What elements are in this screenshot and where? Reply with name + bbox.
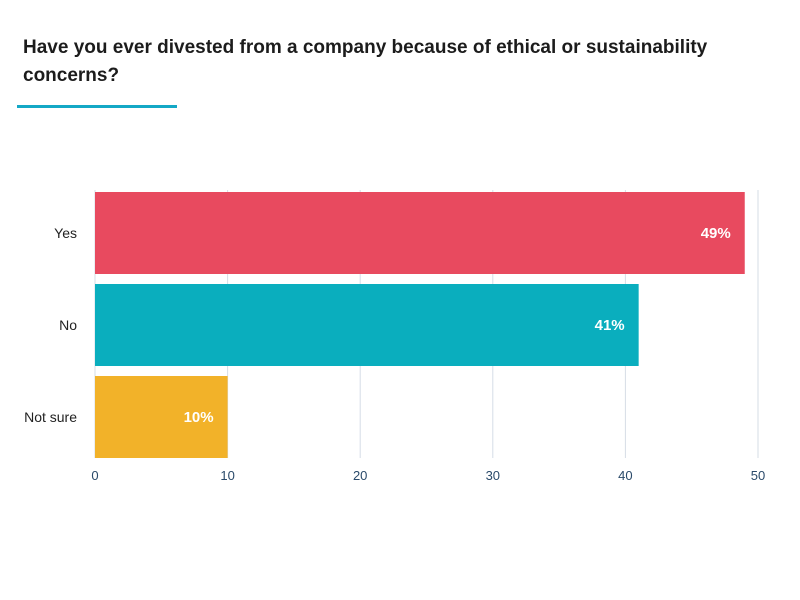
bar-yes xyxy=(95,192,745,274)
x-tick-label: 20 xyxy=(353,468,367,483)
x-tick-label: 30 xyxy=(486,468,500,483)
value-label: 49% xyxy=(701,225,731,242)
bar-not-sure xyxy=(95,376,228,458)
title-underline xyxy=(17,105,177,108)
value-label: 10% xyxy=(184,409,214,426)
labels: 0 10 20 30 40 50 Yes 49% No 41% Not sure 10% xyxy=(24,225,765,483)
bars xyxy=(95,192,745,458)
value-label: 41% xyxy=(595,317,625,334)
x-tick-label: 40 xyxy=(618,468,632,483)
x-tick-label: 0 xyxy=(91,468,98,483)
bar-no xyxy=(95,284,639,366)
x-tick-label: 10 xyxy=(220,468,234,483)
x-tick-label: 50 xyxy=(751,468,765,483)
category-label: No xyxy=(59,317,77,333)
category-label: Not sure xyxy=(24,409,77,425)
category-label: Yes xyxy=(54,225,77,241)
chart-title: Have you ever divested from a company be… xyxy=(23,37,708,86)
